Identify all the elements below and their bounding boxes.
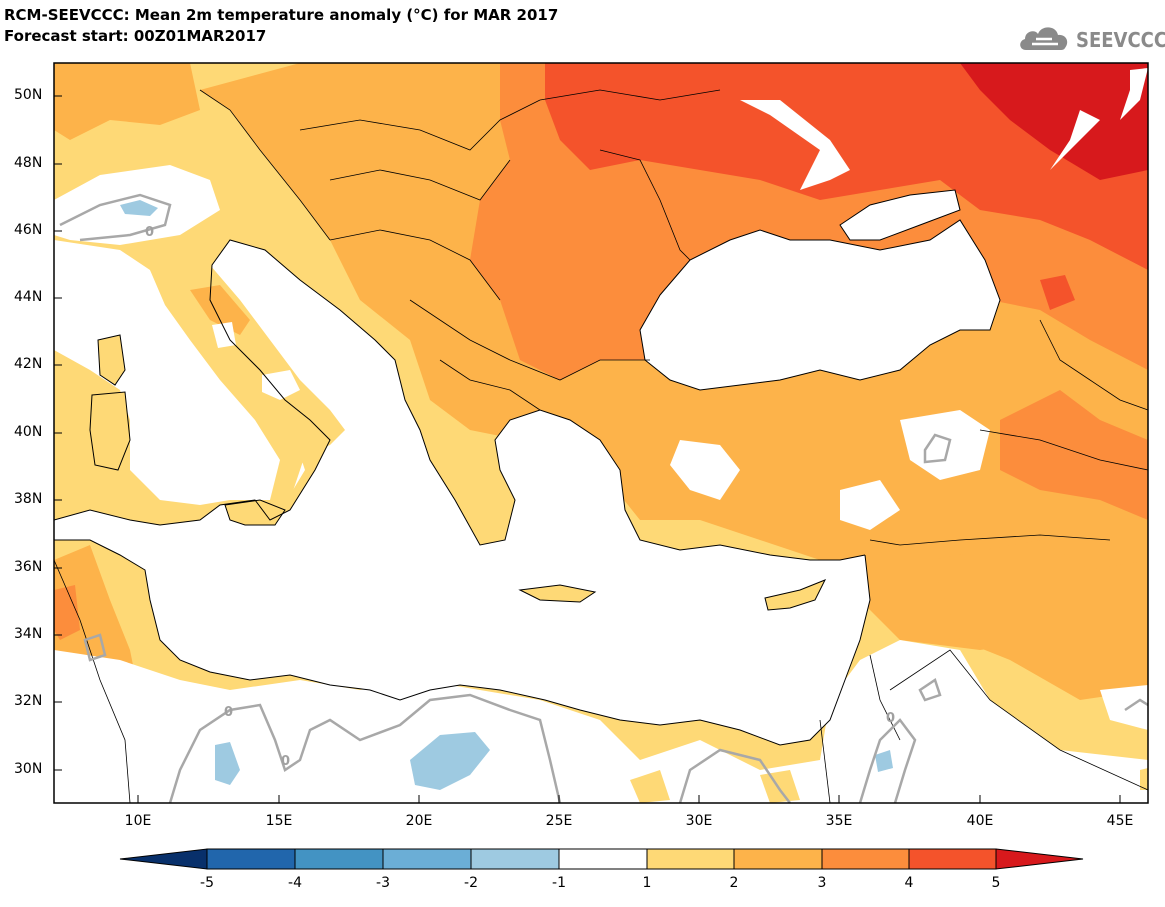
lat-label: 36N	[14, 559, 43, 575]
lat-label: 30N	[14, 761, 43, 777]
anomaly-neutral-region	[840, 480, 900, 530]
colorbar	[119, 848, 1084, 870]
colorbar-label: -3	[376, 875, 390, 891]
lat-label: 40N	[14, 424, 43, 440]
anomaly-3-4-region	[1000, 390, 1148, 520]
contour-label: 0	[224, 705, 233, 720]
colorbar-label: 3	[817, 875, 827, 891]
lon-label: 40E	[966, 813, 994, 829]
lon-label: 30E	[685, 813, 713, 829]
anomaly-1-2-region	[1140, 768, 1148, 790]
colorbar-label: 4	[904, 875, 914, 891]
colorbar-segment	[119, 848, 208, 870]
colorbar-segment	[294, 848, 384, 870]
anomaly-1-2-region	[630, 770, 670, 803]
lat-label: 34N	[14, 626, 43, 642]
colorbar-label: -4	[288, 875, 302, 891]
lat-label: 46N	[14, 222, 43, 238]
country-borders	[54, 89, 1148, 803]
colorbar-segment	[470, 848, 560, 870]
coastlines	[54, 189, 1001, 746]
colorbar-segment	[206, 848, 296, 870]
anomaly-3-4-region	[54, 585, 80, 640]
lon-label: 20E	[405, 813, 433, 829]
italy-neutral-patch	[262, 370, 300, 400]
lat-label: 38N	[14, 491, 43, 507]
colorbar-label: 5	[991, 875, 1001, 891]
zero-contours	[59, 193, 1148, 803]
anomaly-neutral-region	[900, 410, 990, 480]
colorbar-label: -1	[552, 875, 566, 891]
colorbar-segment	[995, 848, 1084, 870]
sea-black	[640, 220, 1000, 390]
anomaly-neutral-region	[1100, 685, 1148, 730]
map-title: RCM-SEEVCCC: Mean 2m temperature anomaly…	[4, 6, 559, 24]
colorbar-label: 2	[729, 875, 739, 891]
colorbar-label: -2	[464, 875, 478, 891]
anomaly-2-3-region	[930, 540, 1148, 700]
contour-label: 0	[886, 711, 895, 726]
lat-label: 48N	[14, 155, 43, 171]
island-italy-peninsula	[190, 285, 250, 335]
lon-label: 15E	[265, 813, 293, 829]
island-crete	[520, 585, 595, 602]
anomaly-neutral-region	[670, 440, 740, 500]
island-sicily	[225, 500, 285, 525]
colorbar-segment	[821, 848, 910, 870]
lon-label: 10E	[124, 813, 152, 829]
lon-label: 35E	[825, 813, 853, 829]
lat-label: 42N	[14, 356, 43, 372]
anomaly-neutral-region	[740, 100, 850, 190]
sea-tyrrhenian	[54, 240, 305, 505]
sea-azov	[840, 190, 960, 240]
colorbar-label: 1	[642, 875, 652, 891]
island-corsica	[98, 335, 125, 385]
island-cyprus	[765, 580, 825, 610]
anomaly-5plus-region	[960, 63, 1148, 180]
anomaly-neutral-region	[1050, 110, 1100, 170]
lat-label: 50N	[14, 87, 43, 103]
colorbar-segment	[558, 848, 648, 870]
island-sardinia	[90, 392, 130, 470]
axis-ticks	[54, 95, 1121, 803]
colorbar-segment	[382, 848, 472, 870]
anomaly-2-3-region	[54, 63, 200, 140]
italy-neutral-patch	[212, 322, 236, 348]
contour-label: 0	[281, 754, 290, 769]
anomaly-4-5-region	[1040, 275, 1075, 310]
lon-label: 25E	[545, 813, 573, 829]
anomaly-negative-region	[215, 742, 240, 785]
anomaly-negative-region	[410, 732, 490, 790]
forecast-start: Forecast start: 00Z01MAR2017	[4, 27, 267, 45]
lat-label: 44N	[14, 289, 43, 305]
colorbar-segment	[733, 848, 823, 870]
contour-label: 0	[145, 225, 154, 240]
cloud-icon	[1020, 27, 1068, 50]
anomaly-negative-region	[875, 750, 893, 772]
lat-label: 32N	[14, 693, 43, 709]
colorbar-segment	[646, 848, 735, 870]
lon-label: 45E	[1106, 813, 1134, 829]
anomaly-neutral-region	[54, 640, 1148, 803]
logo-text: SEEVCCC	[1076, 28, 1165, 52]
anomaly-neutral-region	[1120, 68, 1148, 120]
island-italy-peninsula	[150, 265, 345, 500]
colorbar-segment	[908, 848, 997, 870]
colorbar-label: -5	[200, 875, 214, 891]
seevccc-logo: SEEVCCC	[1018, 22, 1165, 56]
anomaly-1-2-region	[760, 770, 800, 803]
anomaly-negative-region	[120, 200, 158, 216]
